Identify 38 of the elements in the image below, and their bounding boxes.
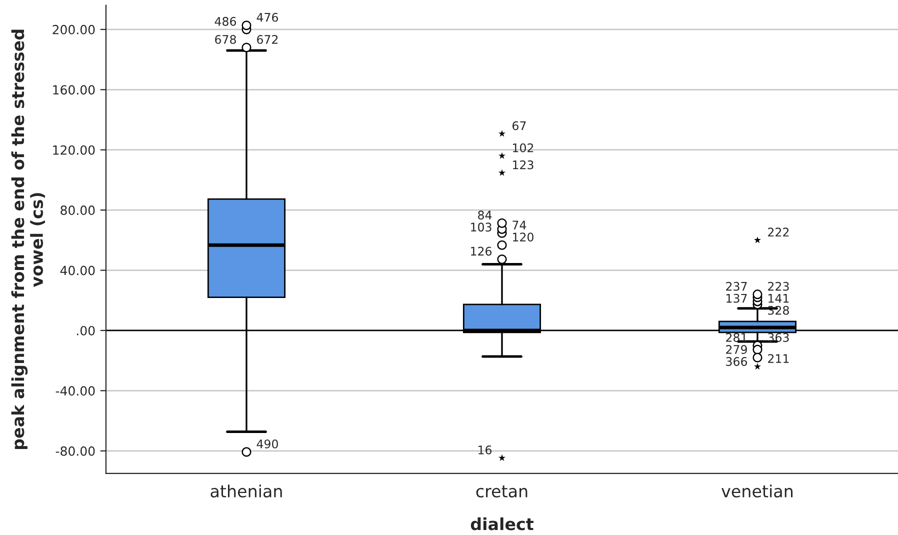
annotation: 490 (256, 439, 278, 448)
annotation: 486 (214, 16, 236, 26)
y-tick-label: 40.00 (60, 266, 95, 276)
annotation: 84 (478, 210, 492, 220)
annotation: 672 (257, 34, 278, 44)
annotation: 103 (471, 222, 492, 232)
annotation: 120 (513, 232, 534, 242)
annotation: 678 (215, 34, 236, 44)
y-tick-label: 160.00 (53, 85, 95, 95)
y-tick-label: .00 (77, 326, 95, 336)
annotation: 222 (768, 228, 789, 236)
annotation: 281 (726, 333, 747, 342)
y-tick-label: -80.00 (56, 446, 95, 456)
annotation: 126 (471, 246, 492, 256)
annotation: 137 (726, 294, 747, 303)
y-tick-label: 200.00 (52, 24, 95, 34)
annotation: 74 (512, 220, 526, 230)
annotation: 366 (726, 357, 748, 366)
annotation: 102 (513, 143, 534, 152)
annotation: 123 (513, 160, 534, 170)
annotation: 211 (768, 354, 789, 363)
annotation: 363 (768, 333, 789, 342)
x-tick-label: cretan (476, 486, 528, 498)
x-axis-title: dialect (470, 517, 534, 530)
y-axis-title: peak alignment from the end of the stressed vowel (cs) (11, 30, 45, 450)
annotation: 328 (768, 306, 789, 315)
y-tick-label: -40.00 (56, 386, 95, 396)
annotation: 279 (726, 345, 747, 354)
y-tick-label: 120.00 (53, 145, 95, 155)
annotation: 141 (768, 294, 789, 303)
annotation: 476 (256, 12, 278, 22)
annotation: 16 (478, 445, 492, 454)
y-tick-label: 80.00 (60, 206, 95, 215)
x-tick-label: athenian (210, 484, 282, 498)
annotation: 223 (768, 282, 789, 291)
annotation: 237 (726, 282, 747, 291)
annotation: 67 (512, 121, 526, 130)
x-tick-label: venetian (722, 484, 792, 498)
